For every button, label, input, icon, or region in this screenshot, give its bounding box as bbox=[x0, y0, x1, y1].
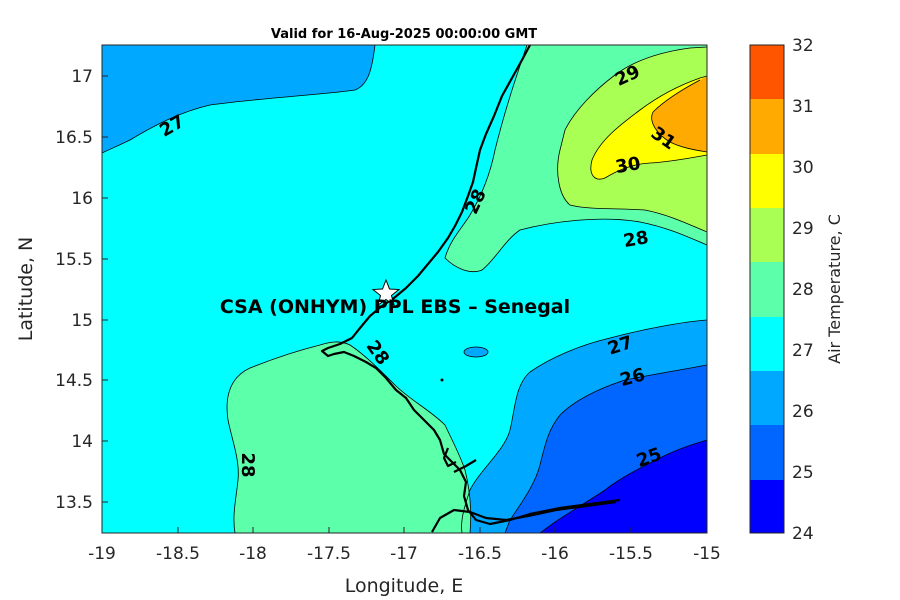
plot-title: Valid for 16-Aug-2025 00:00:00 GMT bbox=[271, 27, 537, 42]
colorbar-tick-label: 28 bbox=[792, 280, 814, 300]
x-tick-label: -18.5 bbox=[156, 544, 200, 564]
x-tick-labels: -19 -18.5 -18 -17.5 -17 -16.5 -16 -15.5 … bbox=[88, 544, 721, 564]
region-28-29-south bbox=[227, 341, 471, 533]
contour-line-29 bbox=[557, 46, 707, 233]
station-star-icon bbox=[371, 278, 401, 307]
colorbar-tick-label: 30 bbox=[792, 158, 814, 178]
x-tick-label: -16.5 bbox=[458, 544, 502, 564]
colorbar-tick-label: 26 bbox=[792, 402, 814, 422]
colorbar-title: Air Temperature, C bbox=[825, 214, 844, 364]
colorbar-tick-label: 32 bbox=[792, 36, 814, 56]
colorbar-segment bbox=[750, 480, 784, 533]
colorbar-segment bbox=[750, 371, 784, 425]
y-tick-label: 14.5 bbox=[55, 371, 93, 391]
coast-islet bbox=[440, 378, 444, 382]
colorbar-segment bbox=[750, 45, 784, 99]
y-tick-label: 17 bbox=[71, 67, 93, 87]
contour-line-31 bbox=[651, 79, 707, 153]
y-tick-label: 14 bbox=[71, 432, 93, 452]
y-axis-title: Latitude, N bbox=[15, 237, 37, 342]
region-31-32 bbox=[651, 76, 707, 152]
contour-line-26 bbox=[504, 364, 707, 533]
x-tick-label: -16 bbox=[541, 544, 569, 564]
x-tick-label: -18 bbox=[239, 544, 267, 564]
region-24-25 bbox=[540, 440, 707, 533]
contour-label: 30 bbox=[614, 153, 642, 178]
x-tick-label: -15 bbox=[693, 544, 721, 564]
river-gambia bbox=[431, 500, 617, 533]
colorbar-tick-label: 24 bbox=[792, 524, 814, 544]
region-26-27-nw bbox=[102, 45, 375, 153]
contour-map bbox=[102, 45, 707, 533]
colorbar-tick-label: 29 bbox=[792, 219, 814, 239]
colorbar-segment bbox=[750, 317, 784, 371]
coastline bbox=[320, 45, 621, 526]
contour-line-27-se bbox=[461, 319, 707, 533]
y-tick-label: 16.5 bbox=[55, 128, 93, 148]
small-pocket bbox=[463, 346, 489, 358]
colorbar-tick-label: 31 bbox=[792, 97, 814, 117]
colorbar-segment bbox=[750, 154, 784, 208]
y-tick-label: 15.5 bbox=[55, 250, 93, 270]
colorbar-segment bbox=[750, 99, 784, 154]
contour-line-28-ne bbox=[444, 45, 707, 273]
colorbar-frame bbox=[749, 44, 785, 534]
colorbar-tick-label: 27 bbox=[792, 341, 814, 361]
colorbar-segment bbox=[750, 262, 784, 317]
y-tick-label: 15 bbox=[71, 311, 93, 331]
y-tick-label: 16 bbox=[71, 189, 93, 209]
contour-line-28-south bbox=[226, 341, 472, 533]
coast-detail bbox=[442, 447, 477, 473]
x-axis-title: Longitude, E bbox=[345, 575, 464, 597]
x-tick-label: -15.5 bbox=[609, 544, 653, 564]
contour-line-25 bbox=[539, 439, 707, 533]
colorbar-tick-label: 25 bbox=[792, 463, 814, 483]
x-tick-label: -17 bbox=[390, 544, 418, 564]
contour-line-27-nw bbox=[102, 45, 376, 154]
colorbar-segment bbox=[750, 208, 784, 262]
station-label: CSA (ONHYM) PPL EBS – Senegal bbox=[220, 296, 570, 318]
contour-line-30 bbox=[590, 75, 707, 180]
x-tick-label: -19 bbox=[88, 544, 116, 564]
tick-marks bbox=[101, 75, 708, 533]
y-tick-label: 13.5 bbox=[55, 493, 93, 513]
contour-label: 28 bbox=[237, 452, 258, 477]
contour-label: 28 bbox=[622, 227, 650, 252]
y-tick-labels: 17 16.5 16 15.5 15 14.5 14 13.5 bbox=[55, 67, 93, 513]
x-tick-label: -17.5 bbox=[307, 544, 351, 564]
colorbar: 32 31 30 29 28 27 26 25 24 Air Temperatu… bbox=[749, 36, 844, 544]
colorbar-segment bbox=[750, 425, 784, 480]
